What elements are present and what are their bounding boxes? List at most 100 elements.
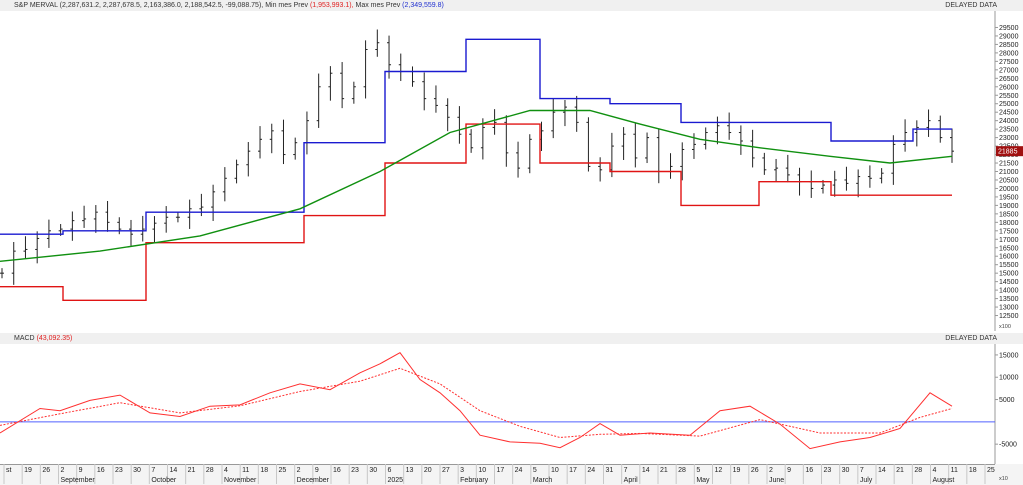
- price-bar: [903, 119, 908, 152]
- price-bar: [879, 168, 884, 184]
- y-tick-label: 23000: [999, 135, 1019, 142]
- min-value: (1,953,993.1),: [309, 2, 354, 9]
- x-day-label: 5: [696, 467, 700, 474]
- price-bar: [633, 123, 638, 168]
- price-bar: [492, 109, 497, 135]
- y-tick-label: 13000: [999, 305, 1019, 312]
- price-bar: [703, 127, 708, 150]
- price-bar: [234, 159, 239, 184]
- x-day-label: 10: [478, 467, 486, 474]
- price-bar: [891, 135, 896, 185]
- x-day-label: 24: [587, 467, 595, 474]
- x-day-label: 18: [969, 467, 977, 474]
- x-day-label: 28: [206, 467, 214, 474]
- price-bar: [926, 109, 931, 137]
- price-bar: [11, 241, 16, 285]
- y-tick-label: 24500: [999, 110, 1019, 117]
- price-bar: [422, 72, 427, 111]
- price-bar: [645, 132, 650, 164]
- x-month-label: September: [61, 477, 96, 484]
- macd-line: [0, 352, 953, 450]
- price-bar: [258, 126, 263, 159]
- price-bar: [950, 128, 954, 163]
- price-bar: [187, 199, 192, 229]
- x-day-label: 30: [842, 467, 850, 474]
- x-day-label: 16: [97, 467, 105, 474]
- y-tick-label: 20000: [999, 186, 1019, 193]
- macd-header: MACD (43,092.35) DELAYED DATA: [0, 333, 1023, 344]
- y-tick-label: 20500: [999, 177, 1019, 184]
- price-bar: [93, 205, 98, 233]
- price-bar: [680, 142, 685, 181]
- y-tick-label: 15000: [999, 271, 1019, 278]
- y-tick-label: 29000: [999, 33, 1019, 40]
- x-day-label: 16: [805, 467, 813, 474]
- price-header: S&P MERVAL (2,287,631.2, 2,287,678.5, 2,…: [0, 0, 1023, 11]
- y-tick-label: 21000: [999, 169, 1019, 176]
- x-day-label: 30: [369, 467, 377, 474]
- min-mes-prev-line: [0, 123, 952, 301]
- price-bar: [328, 66, 333, 101]
- delayed-data-label: DELAYED DATA: [945, 2, 997, 9]
- y-tick-label: 12500: [999, 313, 1019, 320]
- price-bar: [621, 127, 626, 160]
- price-bar: [211, 184, 216, 221]
- price-bar: [914, 120, 919, 147]
- y-tick-label: 16500: [999, 245, 1019, 252]
- max-value: (2,349,559.8): [402, 2, 444, 9]
- macd-chart: -5000 5000 10000 15000: [0, 344, 1019, 464]
- price-bar: [445, 98, 450, 132]
- y-tick-label: 27000: [999, 67, 1019, 74]
- x-day-label: 4: [933, 467, 937, 474]
- price-bar: [351, 81, 356, 104]
- price-bar: [70, 211, 75, 241]
- y-tick-label: 28000: [999, 50, 1019, 57]
- y-tick-label: 29500: [999, 25, 1019, 32]
- y-tick-label: 15500: [999, 262, 1019, 269]
- y-tick-label: 17000: [999, 237, 1019, 244]
- x-day-label: 28: [678, 467, 686, 474]
- instrument-label: S&P MERVAL: [14, 2, 58, 9]
- x-day-label: 9: [79, 467, 83, 474]
- price-bar: [715, 116, 720, 145]
- x-day-label: 2: [769, 467, 773, 474]
- x-day-label: 7: [860, 467, 864, 474]
- x-day-label: 9: [787, 467, 791, 474]
- x-axis: st 19 26 2 9 16 23 30 7 14 21 28 4 11 18 25 2 9 16 23 30 6 13 2…: [0, 464, 1023, 485]
- price-bar: [574, 95, 579, 132]
- min-label: Min mes Prev: [265, 2, 308, 9]
- x-day-label: 18: [260, 467, 268, 474]
- x-day-label: 24: [515, 467, 523, 474]
- y-tick-label: 26000: [999, 84, 1019, 91]
- macd-tick-label: 5000: [999, 397, 1015, 404]
- x-day-label: 30: [133, 467, 141, 474]
- y-tick-label: 28500: [999, 42, 1019, 49]
- x-day-label: 9: [315, 467, 319, 474]
- x-day-label: 2: [61, 467, 65, 474]
- macd-label: MACD: [14, 335, 35, 342]
- x-day-label: 7: [624, 467, 628, 474]
- signal-line: [0, 367, 953, 439]
- x-day-label: 21: [188, 467, 196, 474]
- price-bar: [222, 167, 227, 202]
- price-bar: [457, 106, 462, 144]
- price-bar: [750, 129, 755, 168]
- price-bar: [164, 206, 169, 233]
- y-tick-label: 14000: [999, 288, 1019, 295]
- price-bar: [762, 152, 767, 175]
- x-day-label: 27: [442, 467, 450, 474]
- y-tick-label: 24000: [999, 118, 1019, 125]
- price-bar: [410, 66, 415, 87]
- macd-tick-label: 10000: [999, 375, 1019, 382]
- price-bar: [656, 128, 661, 184]
- x-day-label: 20: [424, 467, 432, 474]
- price-bar: [140, 215, 145, 242]
- x-day-label: 25: [987, 467, 995, 474]
- price-bar: [175, 212, 180, 223]
- x-month-label: June: [769, 477, 784, 484]
- price-bar: [129, 219, 134, 246]
- y-tick-label: 16000: [999, 254, 1019, 261]
- x-day-label: 5: [533, 467, 537, 474]
- x-month-label: August: [933, 477, 955, 484]
